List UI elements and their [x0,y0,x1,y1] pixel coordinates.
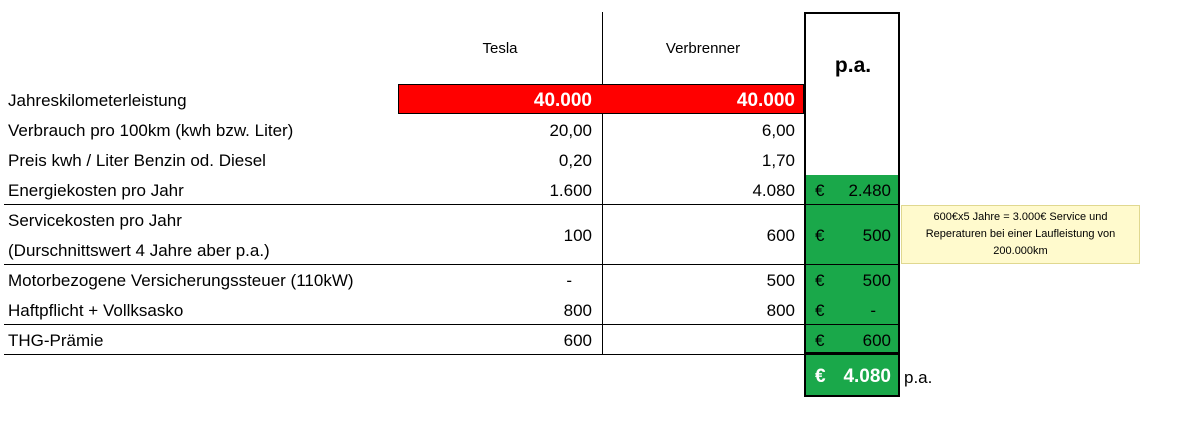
header-tesla: Tesla [482,40,518,57]
euro-sign: € [815,331,825,350]
pa-value: 500 [862,226,891,245]
row-separator [4,264,900,265]
verbrenner-km-value: 40.000 [736,90,795,111]
note-line: 200.000km [993,245,1048,257]
row-label: Energiekosten pro Jahr [8,181,184,200]
euro-sign: € [815,271,825,290]
verbrenner-value: 800 [766,301,795,320]
header-pa: p.a. [834,54,872,77]
pa-value: - [870,301,876,320]
tesla-value: 100 [563,226,592,245]
verbrenner-value: 4.080 [752,181,795,200]
service-note: 600€x5 Jahre = 3.000€ Service und Repera… [901,205,1140,264]
tesla-value: 600 [563,331,592,350]
euro-sign: € [815,301,825,320]
tesla-value: - [566,271,572,290]
tesla-value: 800 [563,301,592,320]
row-separator [4,204,900,205]
euro-sign: € [815,181,825,200]
verbrenner-value: 6,00 [761,121,795,140]
row-label: Jahreskilometerleistung [8,91,187,110]
note-line: 600€x5 Jahre = 3.000€ Service und [933,211,1108,223]
total-value: 4.080 [843,366,891,387]
pa-value: 500 [862,271,891,290]
row-label: THG-Prämie [8,331,104,350]
total-suffix: p.a. [904,368,933,387]
verbrenner-value: 500 [766,271,795,290]
row-separator [4,324,900,325]
column-divider [602,12,603,355]
row-label-sub: (Durschnittswert 4 Jahre aber p.a.) [8,241,270,260]
tesla-km-value: 40.000 [533,90,592,111]
row-label: Servicekosten pro Jahr [8,211,182,230]
pa-total-green [806,355,898,395]
tesla-value: 0,20 [558,151,592,170]
verbrenner-value: 600 [766,226,795,245]
row-separator [4,354,900,355]
verbrenner-value: 1,70 [761,151,795,170]
note-line: Reperaturen bei einer Laufleistung von [925,228,1116,240]
total-separator [806,352,900,354]
euro-sign: € [815,226,825,245]
row-label: Preis kwh / Liter Benzin od. Diesel [8,151,266,170]
row-label: Haftpflicht + Vollksasko [8,301,184,320]
tesla-value: 1.600 [549,181,592,200]
header-verbrenner: Verbrenner [665,40,741,57]
km-highlight [398,84,804,114]
tesla-value: 20,00 [549,121,592,140]
row-label: Motorbezogene Versicherungssteuer (110kW… [8,271,354,290]
pa-value: 600 [862,331,891,350]
total-euro-sign: € [815,366,826,387]
row-label: Verbrauch pro 100km (kwh bzw. Liter) [8,121,294,140]
pa-value: 2.480 [848,181,891,200]
